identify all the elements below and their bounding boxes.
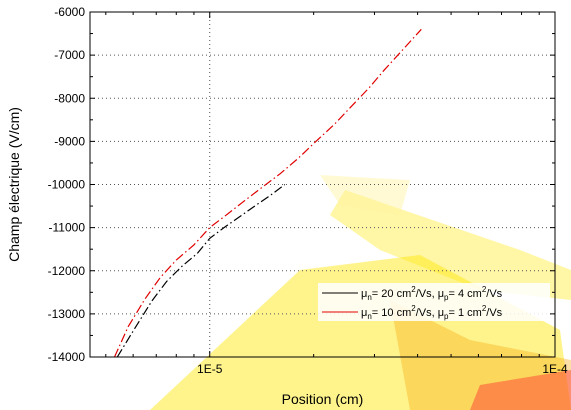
legend-background	[318, 283, 550, 321]
x-tick-labels: 1E-5 1E-4	[197, 362, 568, 376]
legend-item-series-1: μn= 20 cm2/Vs, μp= 4 cm2/Vs	[322, 285, 503, 302]
series-line-2	[113, 28, 422, 358]
y-tick-label: -12000	[48, 264, 86, 278]
y-axis-title: Champ électrique (V/cm)	[6, 107, 22, 262]
x-tick-label: 1E-4	[542, 362, 568, 376]
y-tick-label: -13000	[48, 307, 86, 321]
y-tick-label: -9000	[54, 134, 85, 148]
y-tick-labels: -6000 -7000 -8000 -9000 -10000 -11000 -12000 -1…	[48, 5, 86, 364]
y-tick-label: -6000	[54, 5, 85, 19]
legend: μn= 20 cm2/Vs, μp= 4 cm2/Vs μn= 10 cm2/V…	[318, 283, 550, 321]
y-tick-label: -11000	[49, 221, 86, 235]
y-tick-label: -7000	[54, 48, 85, 62]
y-tick-label: -14000	[48, 350, 86, 364]
x-tick-label: 1E-5	[197, 362, 223, 376]
tick-marks	[90, 11, 556, 358]
legend-label-series-1: μn= 20 cm2/Vs, μp= 4 cm2/Vs	[361, 285, 503, 302]
y-tick-label: -8000	[54, 91, 85, 105]
series-layer	[113, 28, 422, 358]
y-tick-label: -10000	[48, 178, 86, 192]
legend-label-series-2: μn= 10 cm2/Vs, μp= 1 cm2/Vs	[361, 304, 503, 321]
x-axis-title: Position (cm)	[282, 391, 364, 407]
legend-item-series-2: μn= 10 cm2/Vs, μp= 1 cm2/Vs	[322, 304, 503, 321]
